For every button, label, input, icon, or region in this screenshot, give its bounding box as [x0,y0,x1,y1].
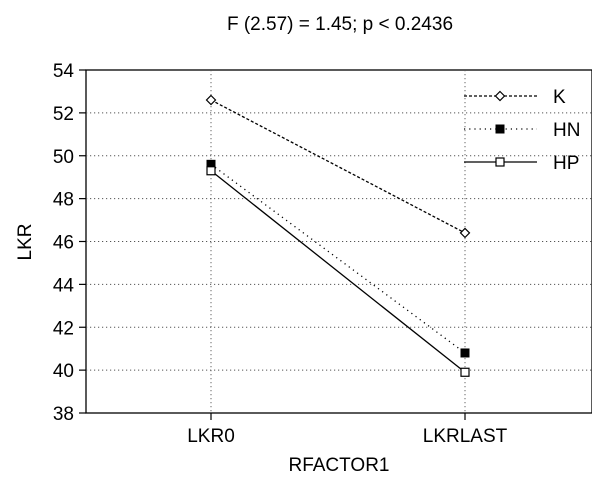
series-group [205,94,471,377]
y-tick-label: 40 [53,361,74,382]
data-point-HP [206,166,216,176]
series-line-HP [210,170,466,373]
data-point-HN [460,348,470,358]
chart-title: F (2.57) = 1.45; p < 0.2436 [227,14,453,35]
y-tick-label: 54 [53,61,75,82]
legend-label-K: K [553,87,566,108]
y-tick-label: 46 [53,233,74,254]
y-tick-label: 42 [53,318,74,339]
series-line-K [210,99,466,234]
x-tick-label: LKR0 [187,426,235,447]
y-tick-label: 48 [53,190,74,211]
legend: K HN HP [464,87,580,174]
y-tick-label: 44 [53,275,75,296]
data-point-K [459,227,471,239]
legend-label-HP: HP [553,153,579,174]
x-axis-label: RFACTOR1 [288,455,389,476]
gridlines [86,70,592,413]
y-axis-label: LKR [15,224,36,261]
data-point-HP [460,367,470,377]
y-tick-label: 38 [53,404,74,425]
legend-label-HN: HN [553,120,580,141]
legend-marker-HP [495,157,505,167]
series-line-HN [210,163,466,354]
legend-marker-HN [495,124,505,134]
x-tick-label: LKRLAST [423,426,508,447]
legend-marker-K [494,90,506,102]
y-tick-label: 50 [53,147,74,168]
axis-ticks: 38 40 42 44 46 48 50 52 54 LKR0 LKRLAST [53,61,508,447]
y-tick-label: 52 [53,104,74,125]
data-point-K [205,94,217,106]
